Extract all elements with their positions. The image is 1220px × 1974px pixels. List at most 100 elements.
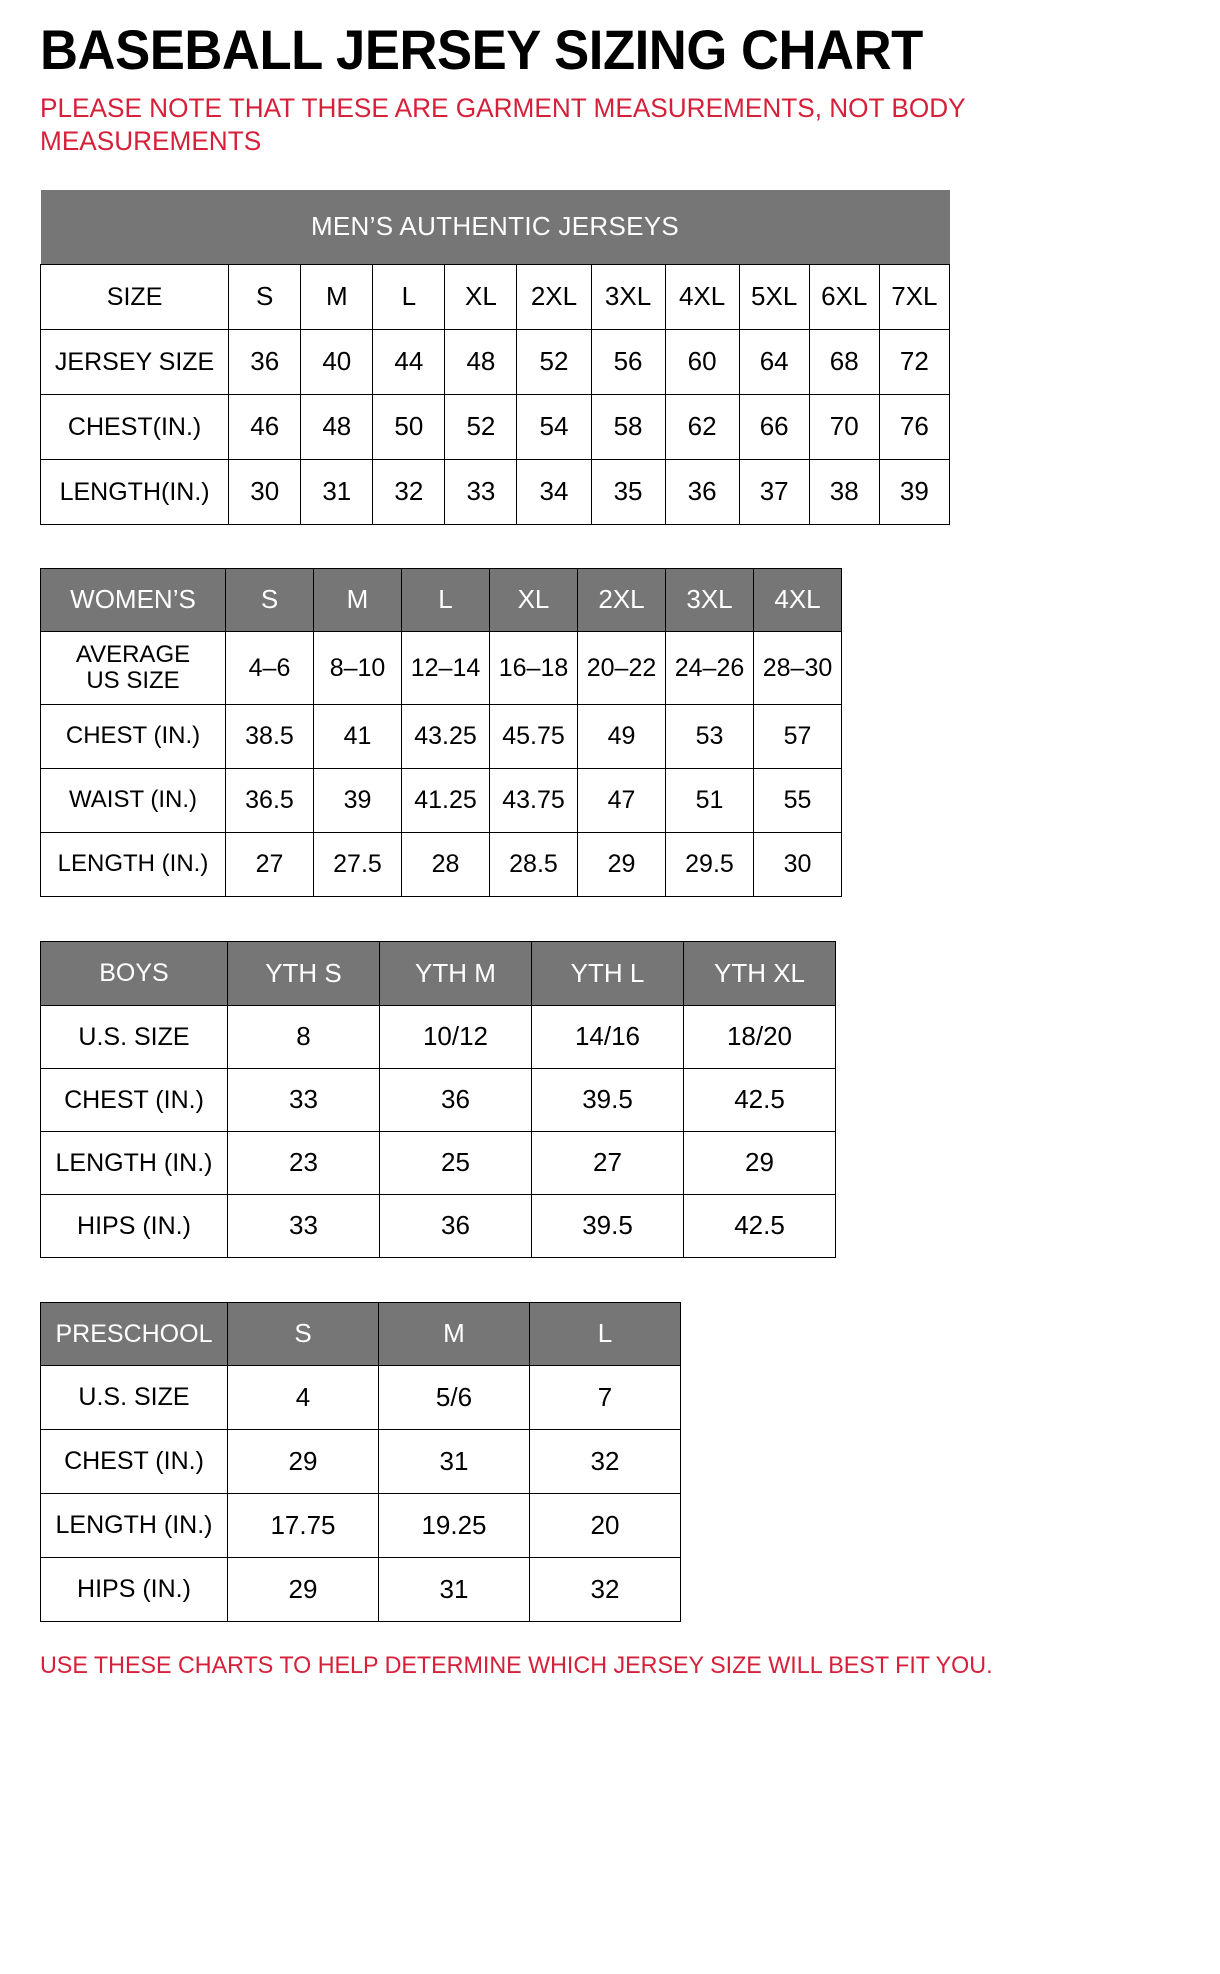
womens-col-header: M	[313, 567, 402, 632]
table-row: HIPS (IN.) 29 31 32	[40, 1556, 681, 1622]
table-row: WAIST (IN.) 36.5 39 41.25 43.75 47 51 55	[40, 767, 842, 833]
mens-col-header: 6XL	[808, 263, 880, 330]
preschool-cell: 31	[378, 1556, 530, 1622]
preschool-sizing-table: PRESCHOOL S M L U.S. SIZE 4 5/6 7 CHEST …	[40, 1301, 681, 1622]
boys-cell: 14/16	[531, 1004, 684, 1069]
mens-cell: 60	[664, 328, 740, 395]
mens-cell: 44	[372, 328, 446, 395]
mens-col-header: 3XL	[590, 263, 666, 330]
womens-cell: 49	[577, 703, 666, 769]
boys-cell: 27	[531, 1130, 684, 1195]
preschool-cell: 32	[529, 1428, 681, 1494]
table-row: CHEST (IN.) 33 36 39.5 42.5	[40, 1067, 836, 1132]
womens-row-label: LENGTH (IN.)	[40, 831, 226, 897]
mens-banner-row: MEN’S AUTHENTIC JERSEYS	[40, 189, 950, 265]
mens-cell: 33	[444, 458, 518, 525]
preschool-cell: 17.75	[227, 1492, 379, 1558]
boys-cell: 25	[379, 1130, 532, 1195]
womens-col-header: 4XL	[753, 567, 842, 632]
womens-row-label-line2: US SIZE	[86, 666, 180, 694]
boys-cell: 36	[379, 1067, 532, 1132]
womens-cell: 29	[577, 831, 666, 897]
table-row: JERSEY SIZE 36 40 44 48 52 56 60 64 68 7…	[39, 328, 951, 395]
page-title: BASEBALL JERSEY SIZING CHART	[40, 18, 923, 81]
boys-cell: 42.5	[683, 1193, 836, 1258]
boys-row-label: LENGTH (IN.)	[40, 1130, 228, 1195]
womens-cell: 20–22	[577, 630, 666, 705]
womens-cell: 41	[313, 703, 402, 769]
mens-col-header: 4XL	[664, 263, 740, 330]
womens-col-header: XL	[489, 567, 578, 632]
preschool-corner-label: PRESCHOOL	[40, 1301, 228, 1366]
womens-cell: 55	[753, 767, 842, 833]
womens-col-header: L	[401, 567, 490, 632]
mens-cell: 39	[878, 458, 951, 525]
mens-col-header: XL	[444, 263, 518, 330]
boys-col-header: YTH L	[531, 940, 684, 1006]
womens-cell: 41.25	[401, 767, 490, 833]
mens-col-header: 7XL	[878, 263, 951, 330]
mens-col-header: L	[372, 263, 446, 330]
womens-col-header: S	[225, 567, 314, 632]
womens-row-label-line1: AVERAGE	[75, 640, 191, 668]
boys-cell: 10/12	[379, 1004, 532, 1069]
mens-cell: 32	[372, 458, 446, 525]
mens-col-header: 2XL	[516, 263, 592, 330]
mens-row-label: LENGTH(IN.)	[39, 458, 230, 525]
preschool-cell: 19.25	[378, 1492, 530, 1558]
boys-corner-label: BOYS	[40, 940, 228, 1006]
mens-row-label: JERSEY SIZE	[39, 328, 230, 395]
womens-cell: 43.25	[401, 703, 490, 769]
preschool-cell: 32	[529, 1556, 681, 1622]
preschool-col-header: S	[227, 1301, 379, 1366]
mens-cell: 70	[808, 393, 880, 460]
preschool-cell: 5/6	[378, 1364, 530, 1430]
mens-cell: 35	[590, 458, 666, 525]
mens-cell: 50	[372, 393, 446, 460]
table-row: CHEST (IN.) 38.5 41 43.25 45.75 49 53 57	[40, 703, 842, 769]
preschool-cell: 4	[227, 1364, 379, 1430]
table-row: LENGTH (IN.) 17.75 19.25 20	[40, 1492, 681, 1558]
table-row: LENGTH(IN.) 30 31 32 33 34 35 36 37 38 3…	[39, 458, 951, 525]
boys-cell: 29	[683, 1130, 836, 1195]
mens-cell: 52	[444, 393, 518, 460]
womens-cell: 57	[753, 703, 842, 769]
preschool-col-header: L	[529, 1301, 681, 1366]
womens-cell: 12–14	[401, 630, 490, 705]
boys-header-row: BOYS YTH S YTH M YTH L YTH XL	[40, 940, 836, 1006]
preschool-cell: 31	[378, 1428, 530, 1494]
boys-row-label: U.S. SIZE	[40, 1004, 228, 1069]
mens-row-label: CHEST(IN.)	[39, 393, 230, 460]
mens-cell: 30	[228, 458, 302, 525]
mens-cell: 40	[300, 328, 374, 395]
womens-cell: 29.5	[665, 831, 754, 897]
preschool-row-label: U.S. SIZE	[40, 1364, 228, 1430]
footer-note: USE THESE CHARTS TO HELP DETERMINE WHICH…	[40, 1651, 993, 1679]
womens-cell: 38.5	[225, 703, 314, 769]
page-subtitle: PLEASE NOTE THAT THESE ARE GARMENT MEASU…	[40, 93, 966, 156]
womens-cell: 45.75	[489, 703, 578, 769]
mens-cell: 68	[808, 328, 880, 395]
mens-banner-label: MEN’S AUTHENTIC JERSEYS	[40, 189, 950, 265]
preschool-row-label: HIPS (IN.)	[40, 1556, 228, 1622]
womens-row-label: AVERAGE US SIZE	[40, 630, 226, 705]
mens-cell: 52	[516, 328, 592, 395]
boys-cell: 23	[227, 1130, 380, 1195]
womens-cell: 39	[313, 767, 402, 833]
boys-cell: 18/20	[683, 1004, 836, 1069]
mens-corner-label: SIZE	[39, 263, 230, 330]
boys-row-label: CHEST (IN.)	[40, 1067, 228, 1132]
boys-sizing-table: BOYS YTH S YTH M YTH L YTH XL U.S. SIZE …	[40, 940, 836, 1258]
boys-cell: 33	[227, 1193, 380, 1258]
womens-cell: 53	[665, 703, 754, 769]
preschool-col-header: M	[378, 1301, 530, 1366]
womens-cell: 43.75	[489, 767, 578, 833]
womens-cell: 36.5	[225, 767, 314, 833]
table-row: LENGTH (IN.) 27 27.5 28 28.5 29 29.5 30	[40, 831, 842, 897]
mens-cell: 36	[664, 458, 740, 525]
mens-cell: 66	[738, 393, 810, 460]
boys-col-header: YTH S	[227, 940, 380, 1006]
preschool-cell: 29	[227, 1556, 379, 1622]
preschool-cell: 20	[529, 1492, 681, 1558]
